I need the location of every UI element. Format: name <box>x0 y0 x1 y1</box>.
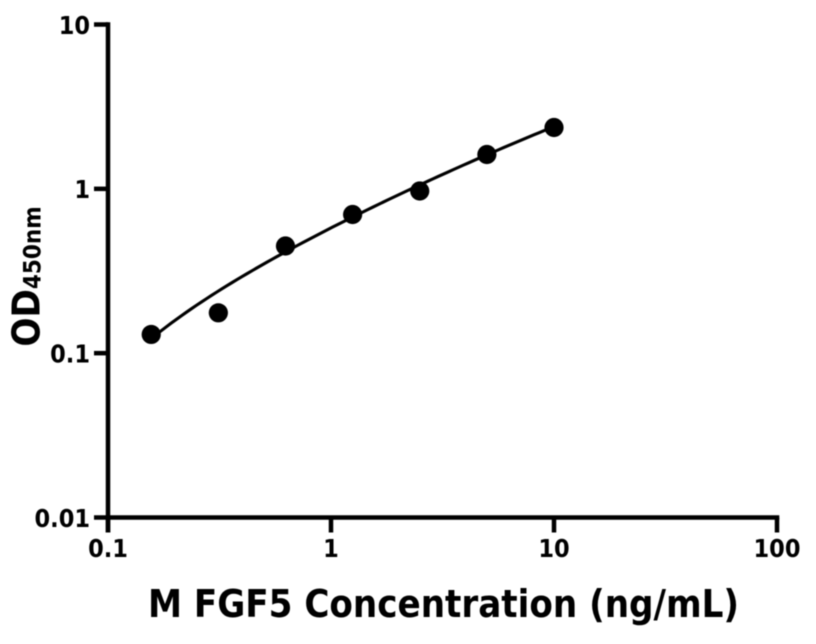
y-tick-label: 0.01 <box>35 504 91 533</box>
y-axis-title: OD450nm <box>5 206 49 346</box>
data-point <box>208 303 228 323</box>
data-point <box>410 181 430 201</box>
x-tick-label: 0.1 <box>88 534 128 563</box>
data-point <box>544 117 564 138</box>
data-point <box>343 204 363 225</box>
data-points-layer <box>141 117 564 345</box>
data-point <box>141 324 161 345</box>
y-tick-label: 0.1 <box>50 340 90 369</box>
axes-layer <box>94 22 780 533</box>
x-tick-label: 100 <box>754 534 801 563</box>
y-axis-title-subscript: 450nm <box>19 206 47 289</box>
data-point <box>275 236 296 256</box>
x-tick-label: 1 <box>323 534 339 563</box>
data-point <box>477 144 497 165</box>
y-tick-label: 1 <box>74 175 90 204</box>
y-axis-title-main: OD <box>5 289 49 346</box>
y-tick-label: 10 <box>59 11 90 40</box>
x-tick-label: 10 <box>538 534 569 563</box>
x-axis-title: M FGF5 Concentration (ng/mL) <box>148 582 739 626</box>
